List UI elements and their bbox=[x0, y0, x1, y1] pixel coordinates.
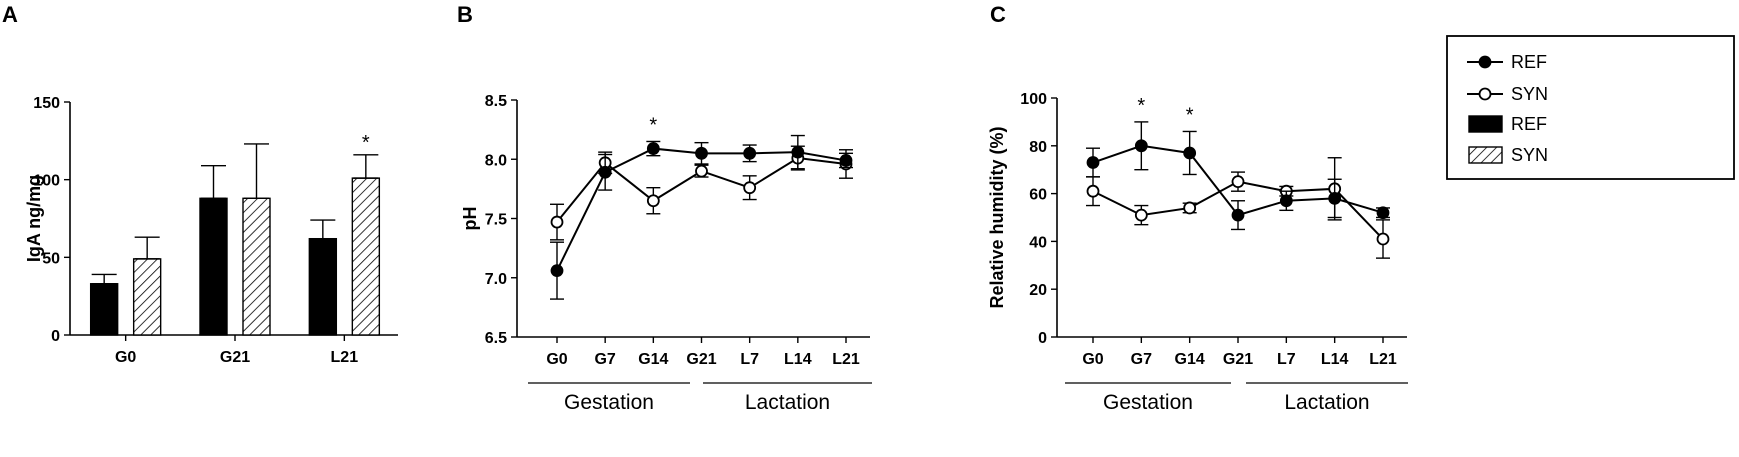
panel-c-point-syn-g7 bbox=[1134, 208, 1148, 222]
panel-c-y-tick-label: 20 bbox=[1029, 282, 1047, 299]
panel-c-y-tick-label: 0 bbox=[1038, 330, 1047, 347]
panel-c-point-syn-g14 bbox=[1183, 201, 1197, 215]
panel-b-x-tick-label: G21 bbox=[686, 351, 716, 368]
panel-b-y-tick-label: 7.5 bbox=[485, 212, 507, 229]
panel-c-y-tick-label: 40 bbox=[1029, 234, 1047, 251]
panel-c-x-tick-label: G14 bbox=[1175, 351, 1205, 368]
panel-c-point-ref-l7 bbox=[1279, 194, 1293, 208]
legend-label: SYN bbox=[1511, 145, 1548, 165]
panel-b-line-chart: 6.5 7.0 7.5 8.0 8.5 pH G0 G7 G14 G21 L7 L14 L21 * Gest… bbox=[460, 93, 872, 414]
panel-b-y-tick-label: 6.5 bbox=[485, 330, 507, 347]
panel-c-point-syn-g21 bbox=[1231, 175, 1245, 189]
panel-b-significance-star: * bbox=[649, 114, 657, 136]
panel-b-x-tick-label: L7 bbox=[740, 351, 759, 368]
panel-c-significance-star: * bbox=[1137, 95, 1145, 117]
panel-b-x-tick-label: L21 bbox=[832, 351, 860, 368]
legend-label: REF bbox=[1511, 52, 1547, 72]
panel-a-bar-syn-g21 bbox=[242, 197, 271, 336]
panel-a-y-tick-label: 150 bbox=[33, 95, 60, 112]
panel-b-point-ref-g21 bbox=[695, 146, 708, 160]
panel-c-point-ref-g7 bbox=[1134, 139, 1148, 153]
panel-b-x-tick-label: L14 bbox=[784, 351, 812, 368]
panel-c-line-chart: 0 20 40 60 80 100 Relative humidity (%) G0 G7 G14… bbox=[987, 91, 1408, 414]
panel-a-bar-syn-l21 bbox=[351, 177, 381, 336]
legend-marker-filled bbox=[1478, 55, 1492, 69]
panel-b-y-axis-title: pH bbox=[460, 207, 480, 231]
panel-b-point-ref-g14 bbox=[646, 142, 660, 155]
panel-c-point-ref-g21 bbox=[1231, 208, 1245, 222]
panel-b-point-ref-l21 bbox=[839, 154, 853, 167]
panel-b-point-ref-g7 bbox=[598, 165, 612, 179]
panel-c-point-syn-l21 bbox=[1376, 232, 1390, 246]
panel-c-point-ref-g14 bbox=[1183, 146, 1197, 160]
panel-a-bar-ref-g0 bbox=[89, 283, 119, 336]
panel-c-point-ref-l21 bbox=[1376, 206, 1390, 220]
panel-letter-a: A bbox=[2, 2, 18, 27]
panel-a-y-tick-label: 100 bbox=[33, 173, 60, 190]
panel-b-y-tick-label: 8.5 bbox=[485, 93, 507, 110]
panel-b-point-syn-g14 bbox=[646, 194, 660, 208]
panel-b-point-ref-l7 bbox=[743, 146, 757, 160]
panel-b-y-tick-label: 8.0 bbox=[485, 152, 507, 169]
panel-b-point-syn-g0 bbox=[550, 215, 564, 229]
panel-a-x-tick-label: L21 bbox=[331, 349, 359, 366]
panel-c-x-tick-label: G7 bbox=[1131, 351, 1152, 368]
legend-label: SYN bbox=[1511, 84, 1548, 104]
panel-c-y-tick-label: 60 bbox=[1029, 187, 1047, 204]
panel-c-y-axis-title: Relative humidity (%) bbox=[987, 126, 1007, 308]
panel-c-group-label: Lactation bbox=[1284, 391, 1369, 414]
panel-a-significance-star: * bbox=[362, 132, 370, 154]
legend-label: REF bbox=[1511, 114, 1547, 134]
panel-c-x-tick-label: L14 bbox=[1321, 351, 1349, 368]
panel-b-x-tick-label: G7 bbox=[594, 351, 615, 368]
panel-a-bar-chart: 0 50 100 150 IgA ng/mg G0 G21 L21 * bbox=[24, 95, 398, 366]
legend-marker-open bbox=[1478, 87, 1492, 101]
panel-a-x-tick-label: G0 bbox=[115, 349, 136, 366]
legend-bar-swatch-solid bbox=[1468, 115, 1503, 133]
panel-c-point-ref-g0 bbox=[1086, 156, 1100, 169]
panel-c-x-tick-label: G21 bbox=[1223, 351, 1253, 368]
panel-b-y-tick-label: 7.0 bbox=[485, 271, 507, 288]
panel-a-y-axis-title: IgA ng/mg bbox=[24, 175, 44, 262]
panel-letter-c: C bbox=[990, 2, 1006, 27]
legend-bar-swatch-hatched bbox=[1468, 146, 1503, 164]
panel-c-point-ref-l14 bbox=[1328, 191, 1342, 205]
panel-a-bar-syn-g0 bbox=[132, 258, 162, 336]
panel-b-x-tick-label: G0 bbox=[546, 351, 567, 368]
panel-c-y-tick-label: 80 bbox=[1029, 139, 1047, 156]
panel-b-point-syn-l7 bbox=[743, 181, 757, 195]
panel-a-bar-ref-l21 bbox=[308, 237, 338, 336]
panel-a-x-tick-label: G21 bbox=[220, 349, 250, 366]
panel-b-point-ref-g0 bbox=[550, 264, 564, 278]
panel-b-point-ref-l14 bbox=[791, 145, 805, 159]
panel-letter-b: B bbox=[457, 2, 473, 27]
panel-c-x-tick-label: L21 bbox=[1369, 351, 1397, 368]
panel-c-significance-star: * bbox=[1186, 104, 1194, 126]
panel-c-x-tick-label: L7 bbox=[1277, 351, 1296, 368]
panel-a-y-tick-label: 50 bbox=[42, 250, 60, 267]
panel-c-y-tick-label: 100 bbox=[1020, 91, 1047, 108]
panel-a-bar-ref-g21 bbox=[199, 197, 228, 336]
panel-c-group-label: Gestation bbox=[1103, 391, 1193, 414]
legend: REF SYN REF SYN bbox=[1446, 35, 1735, 180]
panel-c-x-tick-label: G0 bbox=[1082, 351, 1103, 368]
panel-c-point-syn-g0 bbox=[1086, 184, 1100, 198]
panel-a-y-tick-label: 0 bbox=[51, 328, 60, 345]
panel-b-x-tick-label: G14 bbox=[638, 351, 668, 368]
panel-b-group-label: Gestation bbox=[564, 391, 654, 414]
panel-b-point-syn-g21 bbox=[695, 164, 708, 178]
panel-b-group-label: Lactation bbox=[745, 391, 830, 414]
